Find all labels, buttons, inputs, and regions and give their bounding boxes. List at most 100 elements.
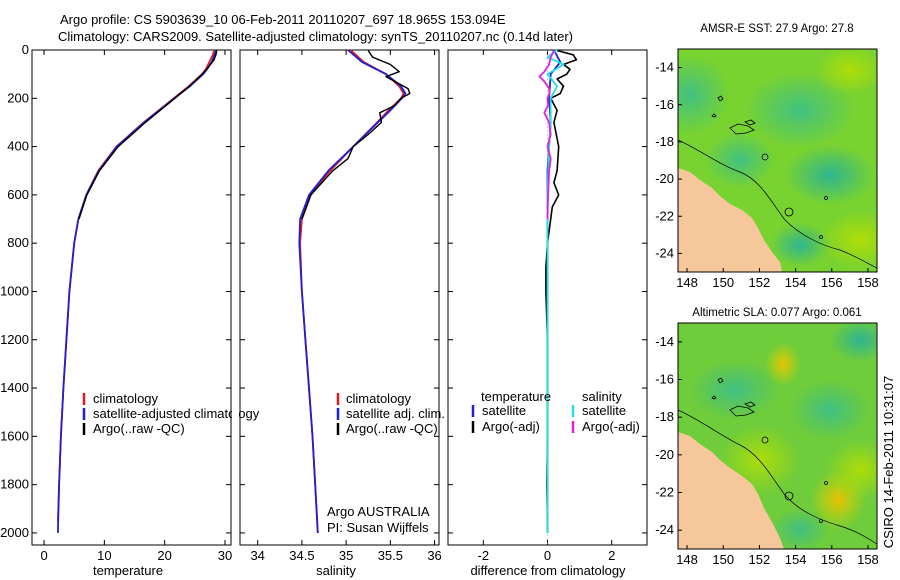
map-y-tick-label: -24: [655, 522, 674, 537]
legend-label-climatology: climatology: [346, 391, 412, 406]
map-y-tick-label: -20: [655, 171, 674, 186]
sla-reef-circle: [819, 519, 823, 523]
y-tick-label: 400: [7, 139, 29, 154]
legend-label-satellite: satellite adj. clim.: [346, 406, 445, 421]
sst-map-axes: 148 150 152 154 156 158 -14 -16 -18 -20 -22 -24: [655, 60, 879, 290]
temperature-axes: [31, 49, 232, 546]
legend-label-argo: Argo(..raw -QC): [93, 421, 185, 436]
x-tick-label: -2: [478, 548, 490, 563]
sla-landmass: [678, 432, 784, 549]
figure-title-line1: Argo profile: CS 5903639_10 06-Feb-2011 …: [60, 12, 506, 27]
legend-overflow-mask: [232, 390, 239, 440]
temperature-xlabel: temperature: [93, 563, 163, 578]
x-tick-label: 0: [544, 548, 551, 563]
x-tick-label: 34: [250, 548, 264, 563]
map-x-tick-label: 148: [676, 552, 698, 567]
map-y-tick-label: -20: [655, 447, 674, 462]
y-tick-label: 1000: [0, 283, 29, 298]
map-x-tick-label: 152: [749, 552, 771, 567]
temperature-plot: 0 10 20 30 0 200 400 600 800 1000 1200 1400 1600 1800…: [0, 42, 232, 563]
difference-xlabel: difference from climatology: [470, 563, 626, 578]
sla-map-title: Altimetric SLA: 0.077 Argo: 0.061: [692, 307, 861, 319]
salinity-xlabel: salinity: [316, 563, 356, 578]
y-tick-label: 600: [7, 187, 29, 202]
footer-timestamp: CSIRO 14-Feb-2011 10:31:07: [881, 376, 896, 548]
sla-reef-circle: [761, 436, 769, 444]
sla-reef-circle: [824, 481, 828, 485]
sst-reef-circle: [761, 153, 769, 161]
map-x-tick-label: 150: [712, 275, 734, 290]
series-line-argo-raw-qc-: [301, 50, 411, 220]
float-pi-label: PI: Susan Wijffels: [327, 520, 429, 535]
map-x-tick-label: 158: [857, 275, 879, 290]
map-x-tick-label: 148: [676, 275, 698, 290]
sst-reefs: [711, 95, 756, 135]
legend-label-climatology: climatology: [93, 391, 159, 406]
series-line-satellite-adj-clim-: [298, 49, 407, 533]
map-y-tick-label: -18: [655, 409, 674, 424]
x-tick-label: 35.5: [378, 548, 403, 563]
map-y-tick-label: -18: [655, 134, 674, 149]
y-tick-label: 1600: [0, 428, 29, 443]
x-tick-label: 2: [608, 548, 615, 563]
x-tick-label: 20: [157, 548, 171, 563]
series-line-argo-raw-qc-: [78, 50, 218, 220]
sst-map-frame: [677, 48, 878, 273]
map-x-tick-label: 154: [785, 275, 807, 290]
salinity-legend: climatology satellite adj. clim. Argo(..…: [336, 391, 445, 436]
sla-reefs: [711, 377, 756, 417]
y-tick-label: 1800: [0, 477, 29, 492]
map-x-tick-label: 150: [712, 552, 734, 567]
map-x-tick-label: 156: [821, 552, 843, 567]
map-y-tick-label: -16: [655, 372, 674, 387]
x-tick-label: 36: [427, 548, 441, 563]
sst-map-title: AMSR-E SST: 27.9 Argo: 27.8: [700, 23, 853, 35]
x-tick-label: 30: [218, 548, 232, 563]
legend-label-satellite: satellite-adjusted climatology: [93, 406, 260, 421]
map-y-tick-label: -16: [655, 97, 674, 112]
map-x-tick-label: 158: [857, 552, 879, 567]
legend-title-temperature: temperature: [481, 389, 551, 404]
sla-map-frame: [677, 322, 878, 550]
y-tick-label: 0: [22, 42, 29, 57]
x-tick-label: 34.5: [289, 548, 314, 563]
float-owner-label: Argo AUSTRALIA: [327, 504, 430, 519]
map-y-tick-label: -24: [655, 245, 674, 260]
legend-title-salinity: salinity: [582, 389, 622, 404]
series-line-salinity-argo-adj-: [538, 50, 555, 220]
y-tick-label: 2000: [0, 525, 29, 540]
map-x-tick-label: 154: [785, 552, 807, 567]
legend-label-temp-argo: Argo(-adj): [482, 419, 540, 434]
sst-map-image: [678, 49, 877, 272]
map-y-tick-label: -14: [655, 334, 674, 349]
y-tick-label: 1200: [0, 332, 29, 347]
x-tick-label: 10: [97, 548, 111, 563]
y-tick-label: 200: [7, 90, 29, 105]
sst-reef-circle: [784, 207, 794, 217]
sst-landmass: [678, 168, 782, 272]
salinity-axes: [239, 49, 440, 546]
sst-bathymetry-contour: [678, 139, 877, 269]
map-y-tick-label: -22: [655, 485, 674, 500]
legend-label-sal-argo: Argo(-adj): [582, 419, 640, 434]
salinity-plot: 34 34.5 35 35.5 36: [240, 49, 442, 563]
map-y-tick-label: -22: [655, 208, 674, 223]
legend-label-sal-satellite: satellite: [582, 403, 626, 418]
map-y-tick-label: -14: [655, 60, 674, 75]
legend-label-temp-satellite: satellite: [482, 403, 526, 418]
y-tick-label: 1400: [0, 380, 29, 395]
map-x-tick-label: 152: [749, 275, 771, 290]
sla-reef-circle: [784, 491, 794, 501]
difference-plot: -2 0 2: [448, 49, 647, 563]
y-tick-label: 800: [7, 235, 29, 250]
figure-title-line2: Climatology: CARS2009. Satellite-adjuste…: [58, 29, 573, 44]
difference-legend: temperature satellite Argo(-adj) salinit…: [471, 389, 640, 434]
sst-reef-circle: [824, 196, 828, 200]
map-x-tick-label: 156: [821, 275, 843, 290]
legend-label-argo: Argo(..raw -QC): [346, 421, 438, 436]
sla-map-image: [678, 323, 877, 549]
sst-reef-circle: [819, 235, 823, 239]
x-tick-label: 35: [339, 548, 353, 563]
temperature-legend: climatology satellite-adjusted climatolo…: [82, 391, 260, 436]
